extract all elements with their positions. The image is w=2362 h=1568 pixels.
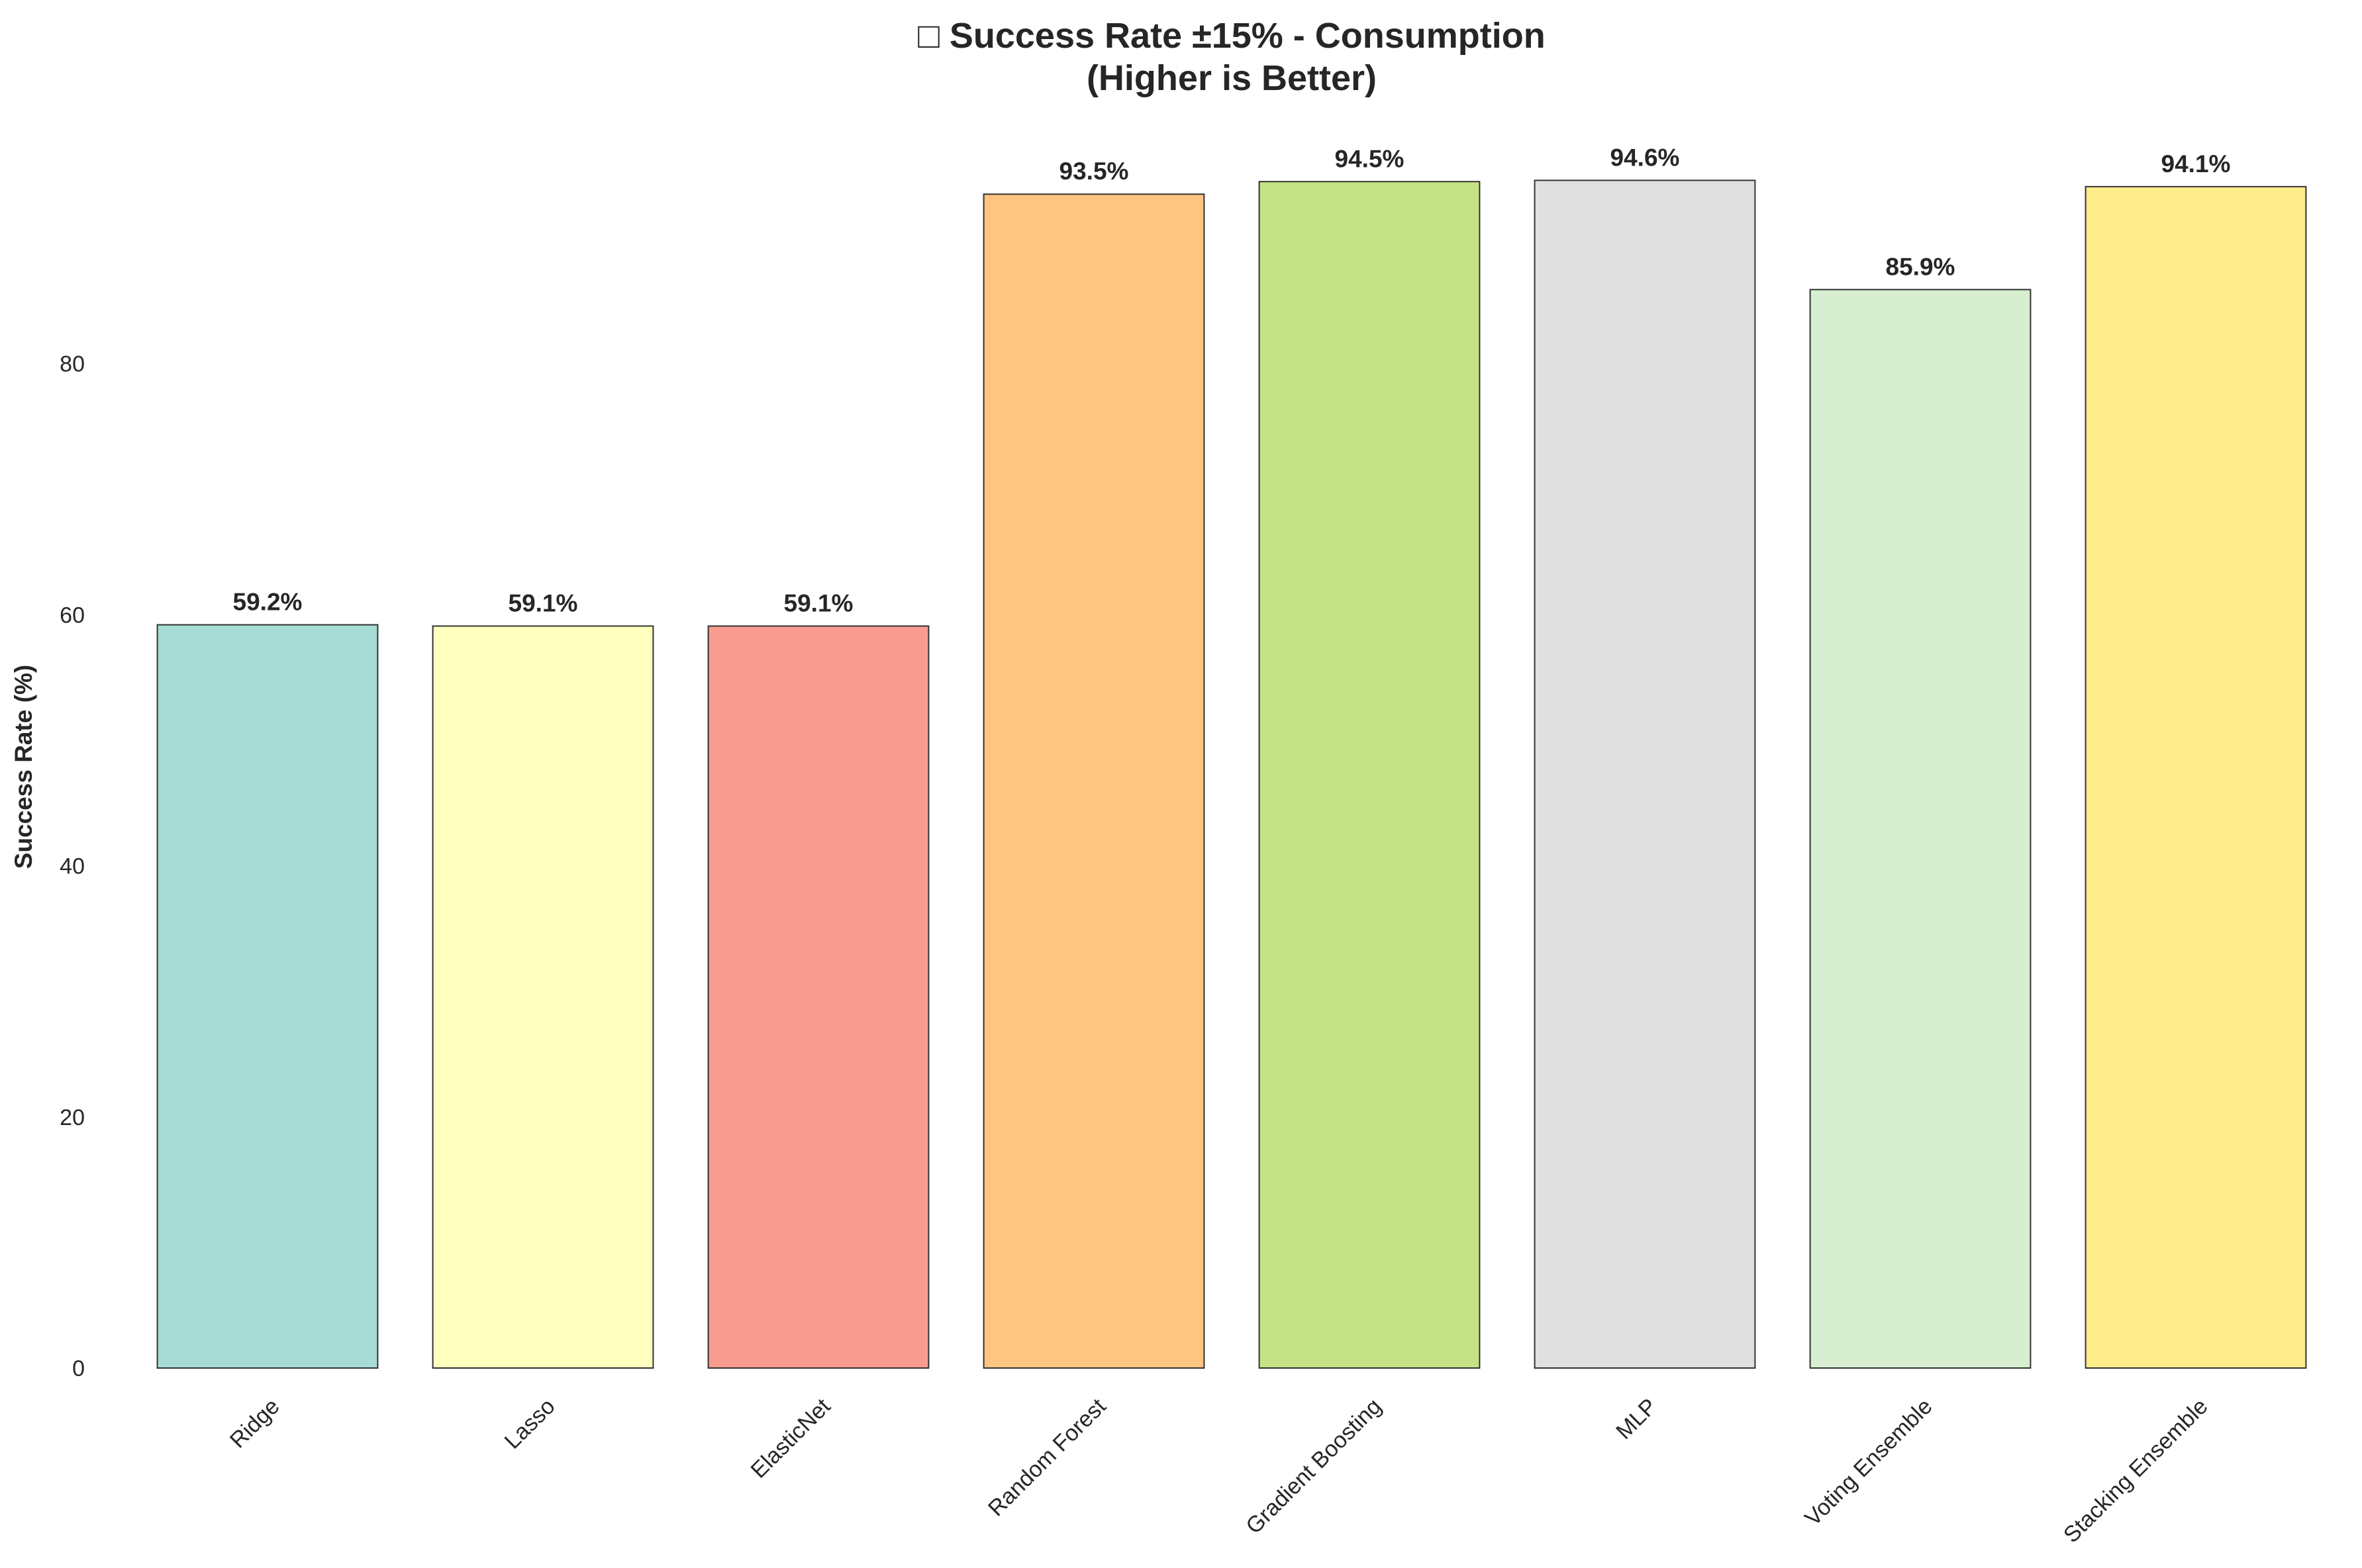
x-tick-label: Random Forest: [983, 1393, 1111, 1521]
bar: [707, 625, 930, 1369]
bar: [432, 625, 654, 1369]
bar-value-label: 85.9%: [1886, 253, 1955, 280]
bar: [1809, 289, 2032, 1369]
x-tick-label: Voting Ensemble: [1800, 1394, 1937, 1531]
bar-value-label: 94.1%: [2161, 150, 2231, 177]
bar-value-label: 93.5%: [1059, 158, 1129, 185]
bars: [156, 179, 2307, 1369]
bar: [1534, 179, 1756, 1369]
y-tick-label: 40: [60, 854, 85, 879]
bar: [156, 624, 379, 1369]
bar-value-label: 59.1%: [509, 589, 578, 616]
bar: [983, 193, 1205, 1369]
x-tick-label: MLP: [1611, 1394, 1661, 1444]
x-tick-label: Ridge: [225, 1394, 285, 1453]
y-axis-label: Success Rate (%): [10, 665, 37, 869]
y-tick-label: 20: [60, 1105, 85, 1130]
x-tick-label: Stacking Ensemble: [2059, 1394, 2213, 1548]
bar: [1258, 181, 1481, 1369]
y-tick-label: 80: [60, 352, 85, 377]
bar: [2085, 185, 2307, 1369]
y-tick-label: 0: [72, 1356, 85, 1381]
chart-title: □ Success Rate ±15% - Consumption: [918, 16, 1545, 56]
bar-value-label: 59.2%: [233, 589, 303, 616]
x-tick-label: Lasso: [500, 1394, 560, 1454]
x-tick-label: Gradient Boosting: [1241, 1394, 1386, 1539]
bar-value-label: 94.6%: [1610, 144, 1680, 171]
y-tick-label: 60: [60, 603, 85, 628]
bar-value-label: 59.1%: [784, 589, 854, 616]
bar-value-label: 94.5%: [1335, 145, 1404, 172]
x-axis-ticks: Ridge Lasso ElasticNet Random Forest Gradien…: [225, 1393, 2213, 1547]
x-tick-label: ElasticNet: [746, 1393, 836, 1483]
value-labels: 59.2% 59.1% 59.1% 93.5% 94.5% 94.6% 85.9% 94.1%: [233, 144, 2231, 616]
y-axis-ticks: 0 20 40 60 80: [60, 352, 85, 1381]
chart-subtitle: (Higher is Better): [1087, 58, 1377, 98]
